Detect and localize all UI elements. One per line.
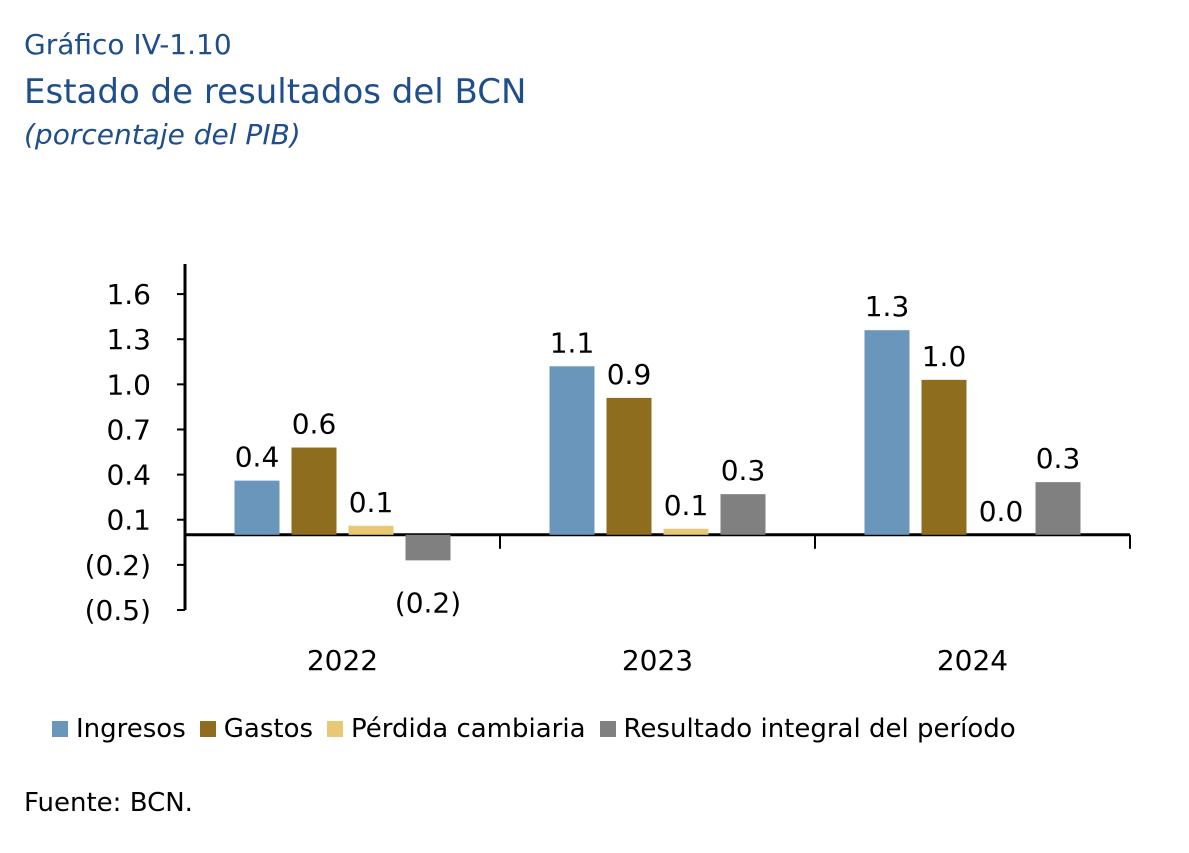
bar: [921, 379, 967, 535]
data-label: 1.1: [550, 326, 595, 359]
chart-header: Gráfico IV-1.10 Estado de resultados del…: [24, 28, 526, 152]
y-tick-label: 0.4: [106, 459, 151, 492]
legend-swatch: [327, 721, 344, 737]
source-note: Fuente: BCN.: [24, 788, 193, 818]
chart-legend: Ingresos Gastos Pérdida cambiaria Resultado…: [52, 714, 1030, 744]
bar: [234, 480, 280, 535]
bar-chart: 1.6 1.3 1.0 0.7 0.4 0.1 (0.2) (0.5) 0.4 0.6 0.1 (0.…: [85, 264, 1131, 677]
legend-item: Resultado integral del período: [599, 714, 1016, 744]
y-tick-label: (0.2): [85, 549, 151, 582]
chart-title: Estado de resultados del BCN: [24, 71, 527, 112]
data-label: 0.9: [607, 358, 652, 391]
y-tick-label: 0.7: [106, 413, 151, 446]
legend-item: Pérdida cambiaria: [327, 714, 586, 744]
x-tick-label: 2022: [307, 644, 378, 677]
bar: [549, 366, 595, 535]
chart-subtitle: (porcentaje del PIB): [24, 118, 301, 152]
bar: [405, 534, 451, 561]
legend-label: Ingresos: [76, 714, 186, 744]
data-label: 0.1: [664, 489, 709, 522]
legend-swatch: [599, 721, 616, 737]
x-tick-label: 2024: [937, 644, 1008, 677]
legend-label: Pérdida cambiaria: [351, 714, 586, 744]
legend-label: Gastos: [223, 714, 314, 744]
data-label: 0.3: [721, 454, 766, 487]
bar: [663, 528, 709, 535]
data-label: 1.0: [922, 340, 967, 373]
data-label: 0.0: [979, 495, 1024, 528]
data-label: 0.3: [1036, 442, 1081, 475]
bar: [1035, 482, 1081, 535]
bar: [348, 525, 394, 535]
y-tick-label: 1.6: [106, 278, 151, 311]
bar: [864, 330, 910, 535]
legend-swatch: [52, 721, 68, 737]
x-tick-label: 2023: [622, 644, 693, 677]
y-tick-label: 0.1: [106, 504, 151, 537]
y-tick-label: 1.3: [106, 323, 151, 356]
bar: [720, 494, 766, 535]
figure-number: Gráfico IV-1.10: [24, 28, 232, 61]
legend-swatch: [199, 721, 216, 737]
data-label: 0.6: [292, 408, 337, 441]
bar: [606, 397, 652, 535]
data-label: 0.4: [235, 441, 280, 474]
data-label: (0.2): [395, 586, 461, 619]
legend-item: Gastos: [199, 714, 314, 744]
data-label: 1.3: [865, 290, 910, 323]
bar: [291, 447, 337, 535]
y-tick-label: (0.5): [85, 594, 151, 627]
legend-item: Ingresos: [52, 714, 186, 744]
data-label: 0.1: [349, 486, 394, 519]
legend-label: Resultado integral del período: [623, 714, 1016, 744]
y-tick-label: 1.0: [106, 368, 151, 401]
